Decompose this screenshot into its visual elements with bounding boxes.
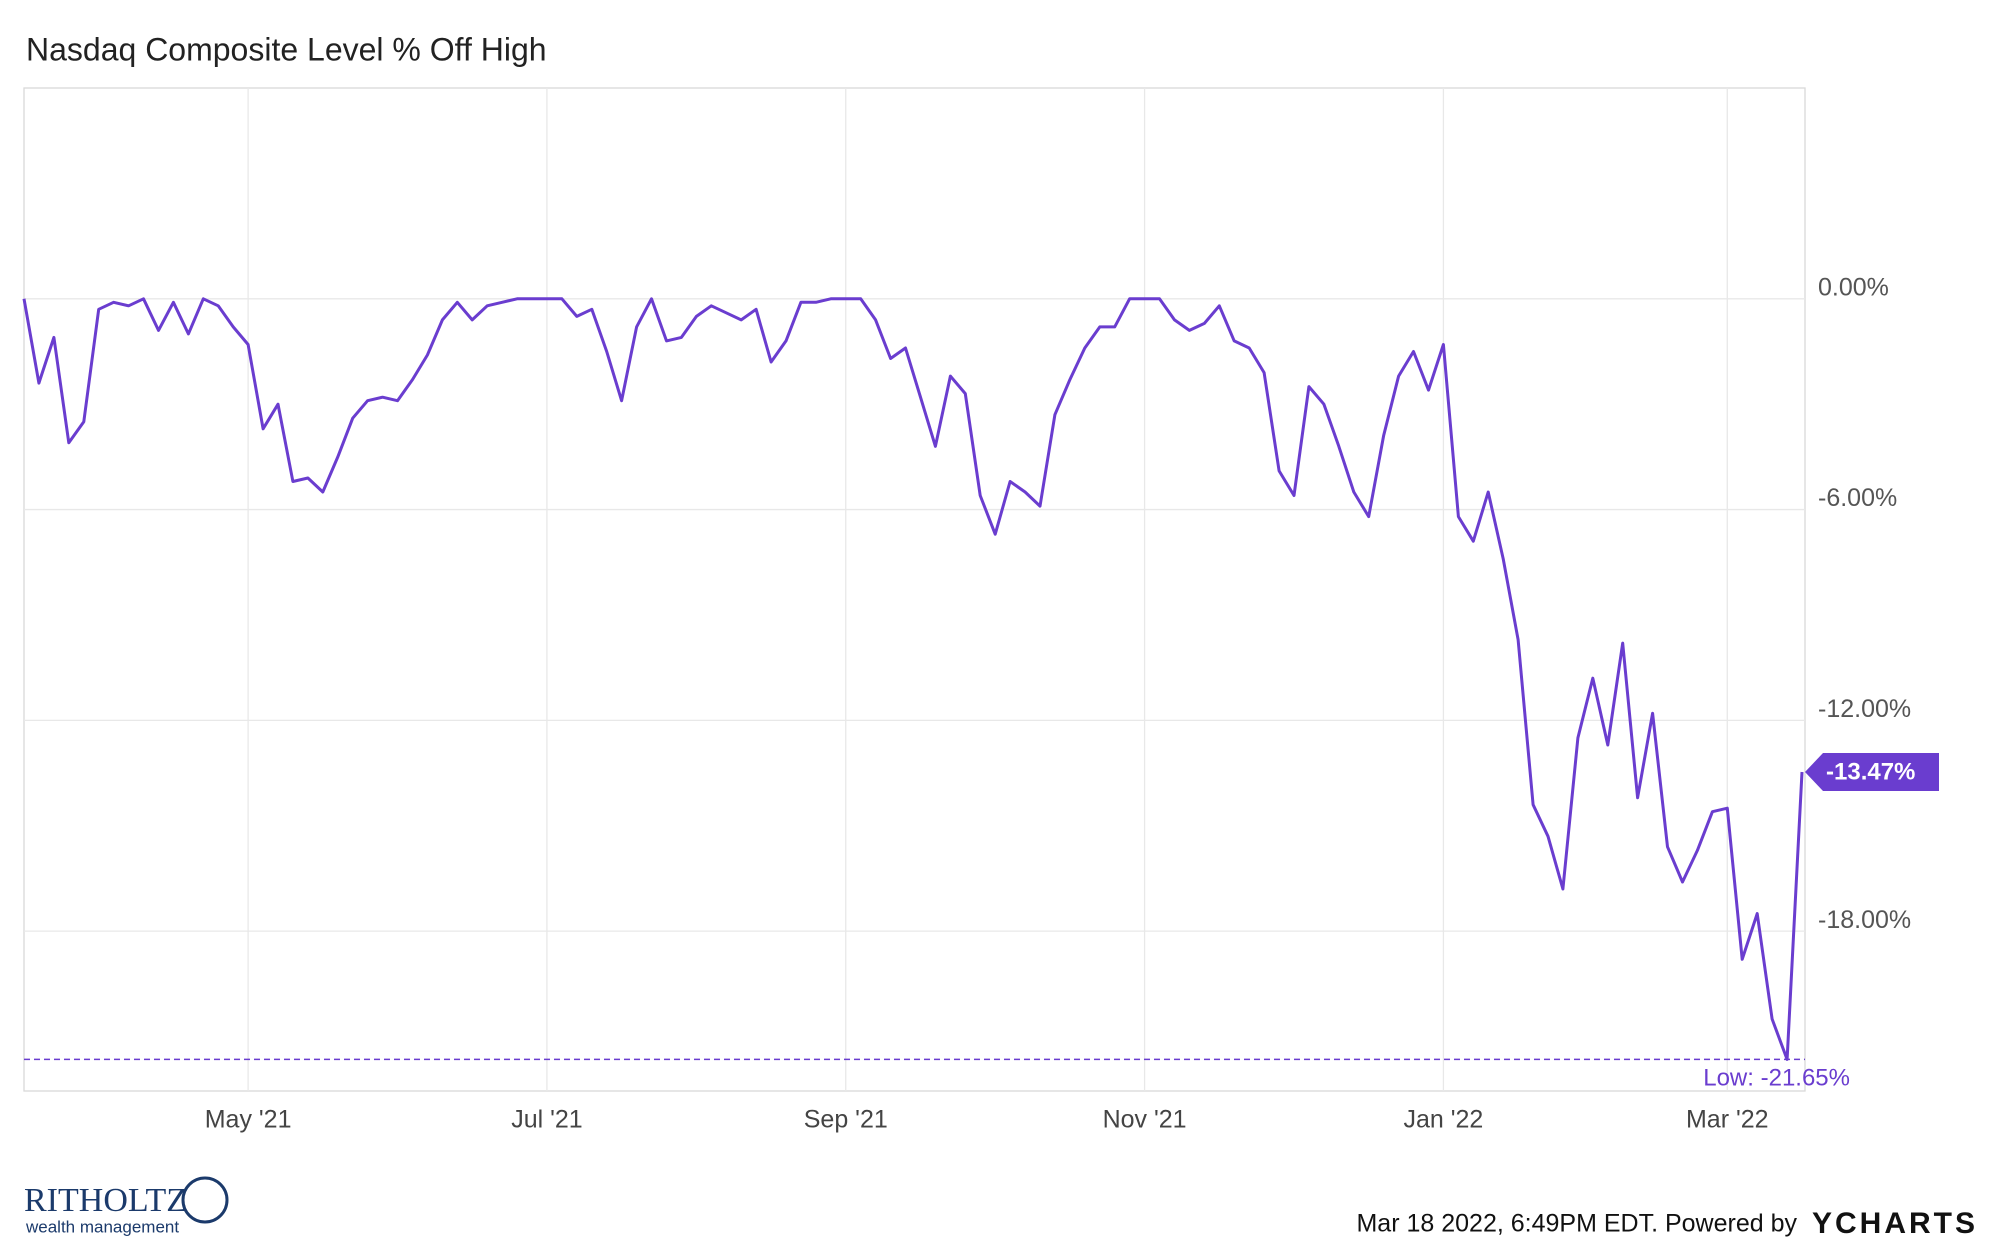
x-tick-label: Sep '21 [804,1106,888,1134]
last-value-label: -13.47% [1826,758,1915,785]
footer-brand: YCHARTS [1812,1207,1978,1240]
footer-timestamp: Mar 18 2022, 6:49PM EDT. Powered by [1356,1210,1797,1238]
last-value-tag [1805,753,1939,792]
x-tick-label: Jul '21 [511,1106,582,1134]
chart-title: Nasdaq Composite Level % Off High [26,31,547,67]
logo-emblem [181,1176,229,1224]
y-tick-label: -6.00% [1818,484,1897,512]
logo-sub: wealth management [25,1217,179,1236]
low-label: Low: -21.65% [1703,1064,1850,1091]
y-tick-label: 0.00% [1818,273,1889,301]
logo-name: RITHOLTZ [24,1182,187,1219]
x-tick-label: May '21 [205,1106,292,1134]
data-line [22,297,1804,1061]
x-tick-label: Mar '22 [1686,1106,1769,1134]
x-tick-label: Nov '21 [1103,1106,1187,1134]
y-tick-label: -18.00% [1818,906,1911,934]
plot-frame [23,87,1806,1092]
y-tick-label: -12.00% [1818,695,1911,723]
x-tick-label: Jan '22 [1403,1106,1483,1134]
